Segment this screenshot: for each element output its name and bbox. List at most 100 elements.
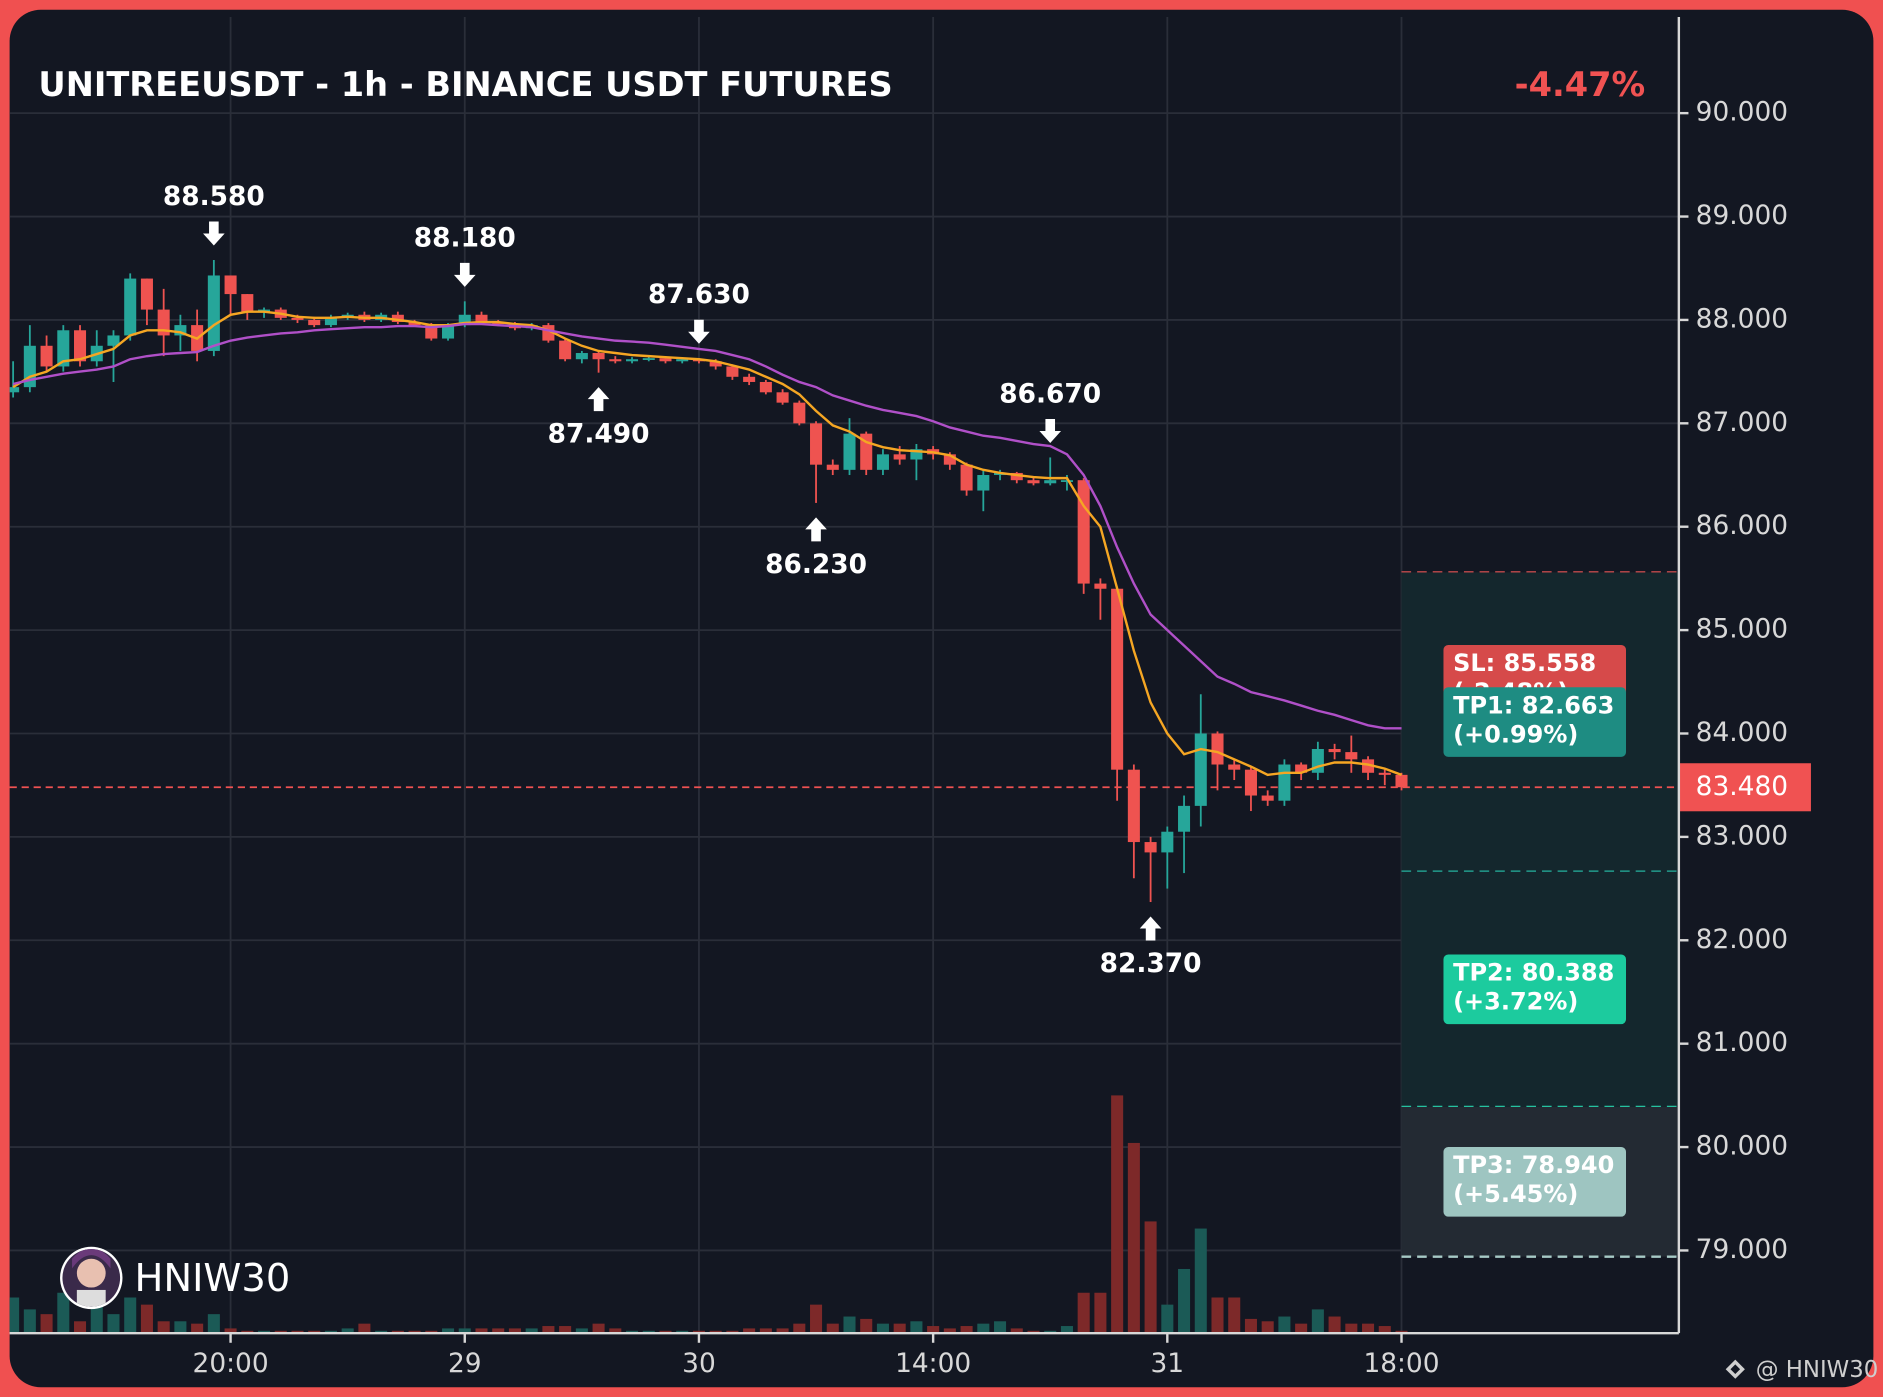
volume-bar	[107, 1314, 120, 1334]
candle-body	[559, 340, 572, 360]
volume-bar	[1244, 1318, 1257, 1334]
grid	[9, 16, 1679, 1334]
marker-arrow	[1139, 916, 1162, 941]
volume-bar	[1010, 1328, 1023, 1334]
candle-body	[475, 314, 488, 322]
candle-body	[1060, 480, 1073, 482]
volume-bar	[960, 1326, 973, 1334]
marker-label: 87.630	[648, 279, 750, 310]
volume	[9, 1095, 1408, 1334]
candle-body	[324, 317, 337, 326]
candle-body	[140, 278, 153, 310]
candle-body	[843, 433, 856, 470]
candle-body	[1362, 759, 1375, 773]
candle-body	[74, 330, 87, 362]
marker-label: 88.180	[414, 222, 516, 253]
volume-bar	[23, 1309, 36, 1334]
marker-arrow	[688, 319, 710, 344]
level-label: SL: 85.558	[1453, 649, 1596, 677]
volume-bar	[776, 1328, 789, 1334]
candle-body	[425, 325, 438, 339]
volume-bar	[475, 1328, 488, 1334]
volume-bar	[1311, 1309, 1324, 1334]
volume-bar	[458, 1328, 471, 1334]
candle-body	[1278, 764, 1291, 801]
volume-bar	[1077, 1292, 1090, 1334]
volume-bar	[57, 1292, 70, 1334]
volume-bar	[1362, 1323, 1375, 1334]
candle-body	[224, 275, 237, 295]
candle-body	[1211, 733, 1224, 765]
volume-bar	[542, 1326, 555, 1334]
level-label: TP3: 78.940	[1453, 1151, 1614, 1179]
volume-bar	[910, 1321, 923, 1334]
candle-body	[960, 464, 973, 491]
volume-bar	[442, 1328, 455, 1334]
volume-bar	[759, 1328, 772, 1334]
candle-body	[1094, 583, 1107, 589]
candle-body	[1244, 769, 1257, 796]
volume-bar	[1261, 1321, 1274, 1334]
y-tick-label: 85.000	[1696, 614, 1788, 645]
candle-body	[726, 366, 739, 377]
candle-body	[157, 309, 170, 336]
candle-body	[709, 361, 722, 367]
candle-body	[1178, 805, 1191, 832]
candle-body	[1161, 831, 1174, 853]
volume-bar	[943, 1328, 956, 1334]
volume-bar	[1378, 1326, 1391, 1334]
candle-body	[676, 359, 689, 362]
candle-body	[1077, 480, 1090, 584]
level-pct: (+5.45%)	[1453, 1180, 1578, 1208]
marker-label: 88.580	[163, 181, 265, 212]
volume-bar	[559, 1326, 572, 1334]
candle-body	[1111, 588, 1124, 770]
y-tick-label: 84.000	[1696, 717, 1788, 748]
y-tick-label: 82.000	[1696, 924, 1788, 955]
volume-bar	[876, 1323, 889, 1334]
candle-body	[626, 359, 639, 362]
volume-bar	[1328, 1316, 1341, 1334]
volume-bar	[1094, 1292, 1107, 1334]
footer: @ HNIW30	[1756, 1357, 1879, 1383]
candle-body	[893, 454, 906, 460]
volume-bar	[74, 1321, 87, 1334]
candle-body	[124, 278, 137, 336]
candle-body	[642, 358, 655, 360]
marker-label: 86.670	[999, 378, 1101, 409]
volume-bar	[157, 1321, 170, 1334]
volume-bar	[1111, 1095, 1124, 1334]
candle-body	[759, 381, 772, 393]
candle-body	[609, 359, 622, 362]
volume-bar	[124, 1297, 137, 1334]
candle-body	[977, 475, 990, 491]
y-tick-label: 80.000	[1696, 1131, 1788, 1162]
volume-bar	[40, 1314, 53, 1334]
candle-body	[943, 454, 956, 465]
moving-average	[12, 322, 1402, 730]
volume-bar	[1178, 1268, 1191, 1334]
level-label: TP2: 80.388	[1453, 959, 1614, 987]
y-tick-label: 89.000	[1696, 200, 1788, 231]
candle-body	[1127, 769, 1140, 843]
volume-bar	[191, 1323, 204, 1334]
x-tick-label: 29	[448, 1348, 482, 1379]
marker-label: 86.230	[765, 549, 867, 580]
candle-body	[793, 402, 806, 424]
x-tick-label: 20:00	[193, 1348, 269, 1379]
y-tick-label: 87.000	[1696, 407, 1788, 438]
volume-bar	[893, 1323, 906, 1334]
candle-body	[174, 325, 187, 336]
watermark: HNIW30	[135, 1256, 291, 1301]
x-tick-label: 18:00	[1363, 1348, 1439, 1379]
x-tick-label: 30	[682, 1348, 716, 1379]
volume-bar	[826, 1323, 839, 1334]
candle-body	[57, 330, 70, 367]
volume-bar	[525, 1328, 538, 1334]
candle-body	[1295, 764, 1308, 773]
level-tag	[1443, 1146, 1627, 1217]
candle-body	[910, 449, 923, 460]
candle-body	[241, 294, 254, 312]
